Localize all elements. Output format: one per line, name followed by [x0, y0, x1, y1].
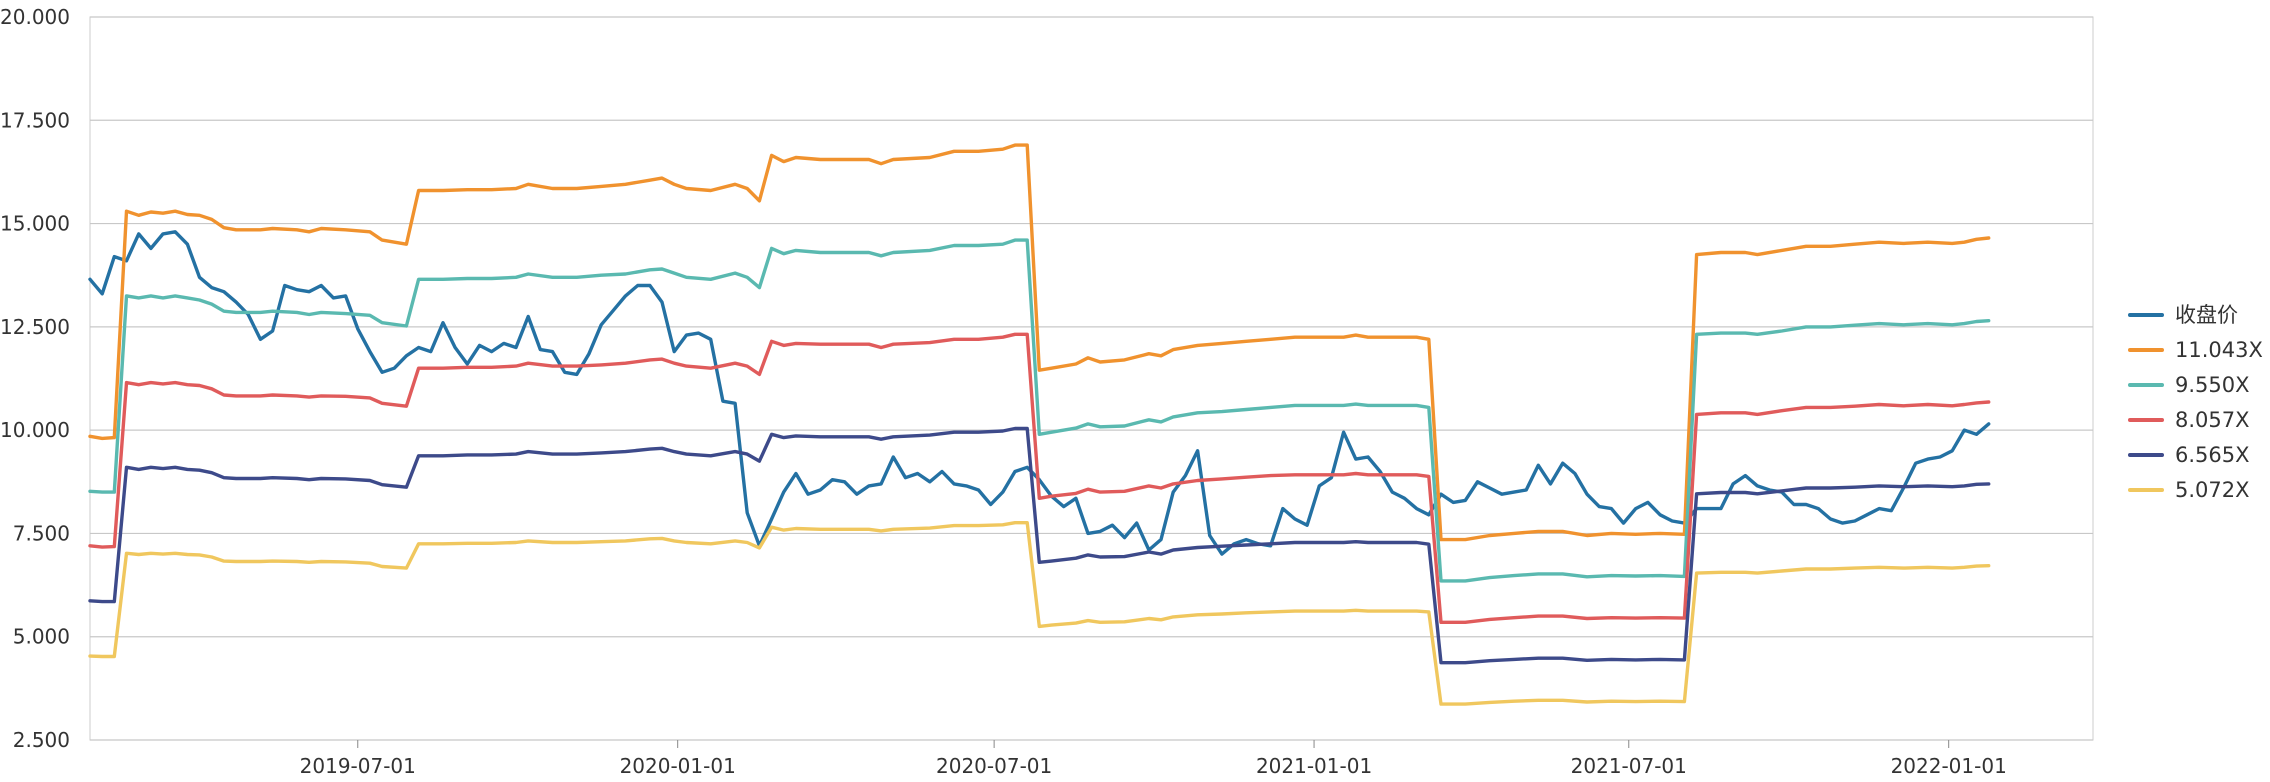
legend-item-0[interactable]: 收盘价	[2128, 303, 2238, 327]
x-tick-label: 2021-07-01	[1571, 754, 1687, 778]
y-tick-label: 10.000	[0, 418, 70, 442]
legend-label: 5.072X	[2175, 478, 2250, 502]
y-tick-label: 20.000	[0, 5, 70, 29]
series-line-3[interactable]	[88, 332, 1991, 624]
legend-item-1[interactable]: 11.043X	[2128, 338, 2263, 362]
legend-label: 11.043X	[2175, 338, 2263, 362]
y-tick-label: 12.500	[0, 315, 70, 339]
x-tick-label: 2020-07-01	[936, 754, 1052, 778]
x-tick-label: 2022-01-01	[1891, 754, 2007, 778]
series-line-1[interactable]	[88, 143, 1991, 542]
legend[interactable]: 收盘价 11.043X 9.550X 8.057X 6.565X 5.072X	[2128, 303, 2263, 502]
series-line-0[interactable]	[88, 230, 1991, 556]
grid-lines	[89, 16, 2094, 741]
legend-item-3[interactable]: 8.057X	[2128, 408, 2250, 432]
legend-label: 收盘价	[2175, 303, 2238, 327]
legend-item-4[interactable]: 6.565X	[2128, 443, 2250, 467]
y-tick-label: 17.500	[0, 108, 70, 132]
x-tick-label: 2021-01-01	[1256, 754, 1372, 778]
plot-area-frame	[89, 16, 2094, 741]
x-tick-label: 2020-01-01	[620, 754, 736, 778]
legend-label: 9.550X	[2175, 373, 2250, 397]
y-tick-label: 2.500	[13, 728, 70, 752]
y-tick-label: 7.500	[13, 521, 70, 545]
legend-label: 6.565X	[2175, 443, 2250, 467]
series-lines	[88, 143, 1991, 706]
series-line-2[interactable]	[88, 238, 1991, 583]
legend-label: 8.057X	[2175, 408, 2250, 432]
series-line-5[interactable]	[88, 521, 1991, 706]
y-tick-label: 15.000	[0, 212, 70, 236]
legend-item-2[interactable]: 9.550X	[2128, 373, 2250, 397]
y-tick-label: 5.000	[13, 625, 70, 649]
series-line-4[interactable]	[88, 426, 1991, 665]
legend-item-5[interactable]: 5.072X	[2128, 478, 2250, 502]
x-tick-label: 2019-07-01	[300, 754, 416, 778]
axes: 2.500 5.000 7.500 10.000 12.500 15.000 17.500 2…	[0, 5, 2007, 778]
